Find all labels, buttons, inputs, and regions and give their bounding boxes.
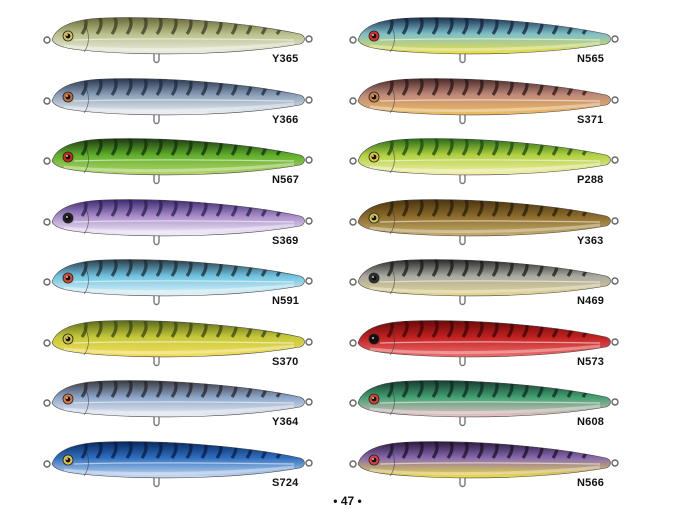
lure-y366 — [43, 71, 314, 127]
lure-s724 — [43, 434, 314, 490]
lure-code-label: Y363 — [577, 234, 604, 247]
lure-image — [349, 198, 619, 245]
lure-n566 — [349, 434, 620, 490]
lure-code-label: P288 — [577, 174, 604, 186]
lure-n469 — [349, 252, 620, 308]
lure-image — [349, 259, 619, 306]
lure-code-label: Y364 — [272, 416, 299, 428]
lure-n573 — [349, 313, 620, 369]
lure-code-label: S369 — [272, 234, 299, 247]
lure-s370 — [43, 313, 314, 369]
lure-code-label: N566 — [577, 476, 605, 489]
lure-code-label: S371 — [577, 113, 604, 126]
lure-y364 — [43, 373, 314, 429]
lure-image — [349, 440, 619, 487]
lure-code-label: N608 — [577, 416, 605, 428]
lure-image — [43, 440, 313, 487]
lure-code-label: N567 — [272, 174, 300, 186]
lure-code-label: N591 — [272, 295, 300, 307]
lure-code-label: Y366 — [272, 113, 299, 126]
lure-y363 — [349, 192, 620, 248]
lure-code-label: N565 — [577, 53, 605, 65]
lure-image — [349, 138, 619, 185]
lure-n591 — [43, 252, 314, 308]
lure-image — [43, 319, 313, 366]
lure-image — [43, 259, 313, 306]
lure-n567 — [43, 131, 314, 187]
lure-code-label: S724 — [272, 476, 299, 489]
page-number: • 47 • — [333, 494, 362, 508]
lure-code-label: N573 — [577, 355, 605, 368]
lure-n608 — [349, 373, 620, 429]
lure-code-label: N469 — [577, 295, 605, 307]
lure-image — [349, 319, 619, 366]
lure-p288 — [349, 131, 620, 187]
lure-y365 — [43, 10, 314, 66]
lure-n565 — [349, 10, 620, 66]
lure-code-label: Y365 — [272, 53, 299, 65]
lure-image — [43, 380, 313, 427]
lure-s371 — [349, 71, 620, 127]
lure-image — [349, 17, 619, 64]
lure-image — [349, 380, 619, 427]
lure-image — [43, 77, 313, 124]
lure-image — [43, 17, 313, 64]
lure-image — [43, 198, 313, 245]
lure-code-label: S370 — [272, 355, 299, 368]
lure-s369 — [43, 192, 314, 248]
lure-image — [43, 138, 313, 185]
lure-image — [349, 77, 619, 124]
